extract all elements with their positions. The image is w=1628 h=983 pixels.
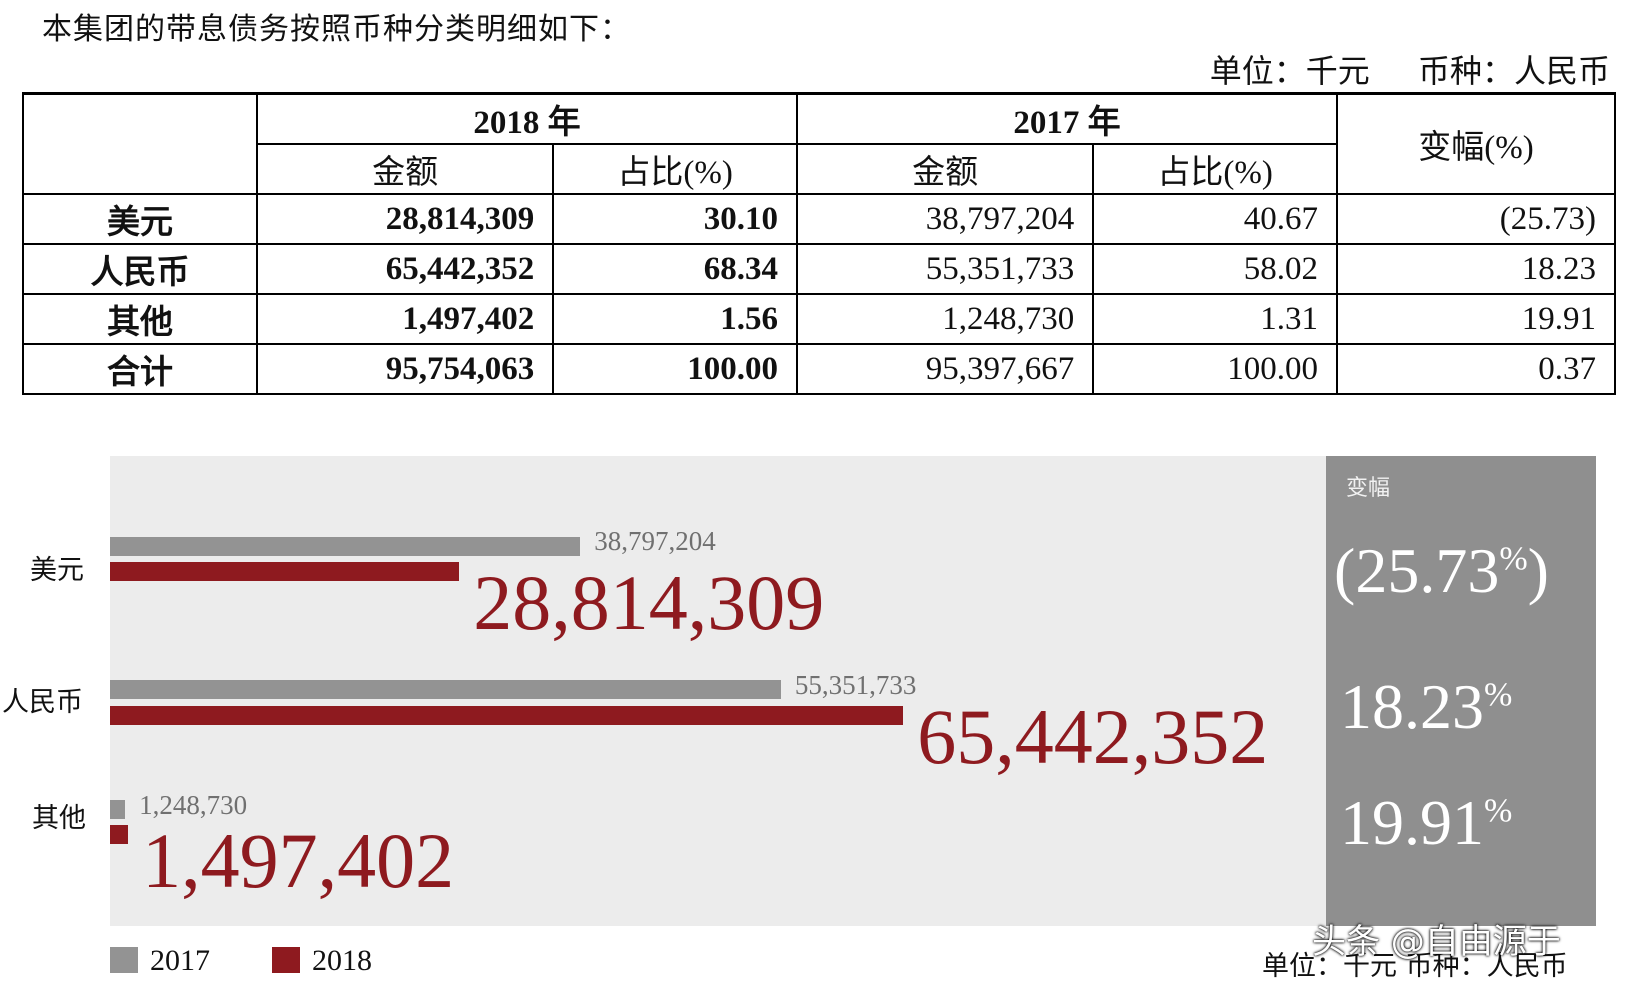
value-label-2018-usd: 28,814,309 [473, 559, 825, 646]
change-cell: 19.91 [1336, 293, 1616, 345]
header-change: 变幅(%) [1336, 92, 1616, 195]
row-label: 其他 [22, 293, 258, 345]
legend-swatch-2017 [110, 947, 138, 973]
table-row: 美元 28,814,309 30.10 38,797,204 40.67 (25… [22, 193, 1616, 245]
category-label-other: 其他 [32, 803, 86, 834]
header-2017: 2017 年 [795, 92, 1339, 145]
amount-2017-cell: 38,797,204 [795, 193, 1095, 245]
legend-swatch-2018 [272, 947, 300, 973]
change-value-rmb: 18.23% [1340, 671, 1513, 742]
header-ratio-2018: 占比(%) [552, 143, 798, 195]
row-label: 美元 [22, 193, 258, 245]
debt-table: 2018 年 2017 年 变幅(%) 金额 占比(%) 金额 占比(%) 美元… [22, 92, 1616, 395]
amount-2018-cell: 95,754,063 [255, 343, 555, 395]
table-row: 其他 1,497,402 1.56 1,248,730 1.31 19.91 [22, 293, 1616, 345]
table-row-total: 合计 95,754,063 100.00 95,397,667 100.00 0… [22, 343, 1616, 395]
value-label-2017-usd: 38,797,204 [594, 526, 716, 556]
value-label-2018-rmb: 65,442,352 [917, 693, 1269, 780]
header-amount-2017: 金额 [795, 143, 1095, 195]
value-label-2017-other: 1,248,730 [139, 790, 248, 820]
change-value-usd: (25.73%) [1334, 535, 1549, 606]
unit-text: 单位：千元 [1209, 52, 1370, 90]
ratio-2018-cell: 30.10 [552, 193, 798, 245]
intro-text: 本集团的带息债务按照币种分类明细如下： [42, 12, 631, 47]
ratio-2018-cell: 68.34 [552, 243, 798, 295]
currency-text: 币种：人民币 [1417, 52, 1610, 90]
ratio-2017-cell: 1.31 [1092, 293, 1338, 345]
legend-item-2018: 2018 [272, 944, 372, 978]
header-ratio-2017: 占比(%) [1092, 143, 1338, 195]
amount-2017-cell: 1,248,730 [795, 293, 1095, 345]
table-row: 人民币 65,442,352 68.34 55,351,733 58.02 18… [22, 243, 1616, 295]
unit-line: 单位：千元 币种：人民币 [1172, 46, 1610, 92]
ratio-2017-cell: 100.00 [1092, 343, 1338, 395]
change-value-other: 19.91% [1340, 787, 1513, 858]
corner-cell [22, 92, 258, 195]
change-cell: 0.37 [1336, 343, 1616, 395]
bar-2018-other [110, 825, 129, 844]
amount-2017-cell: 55,351,733 [795, 243, 1095, 295]
amount-2018-cell: 65,442,352 [255, 243, 555, 295]
legend-item-2017: 2017 [110, 944, 210, 978]
amount-2018-cell: 1,497,402 [255, 293, 555, 345]
footer-unit: 单位：千元 币种：人民币 [1262, 951, 1568, 982]
category-label-usd: 美元 [30, 555, 84, 586]
bar-2017-rmb [110, 680, 781, 699]
bar-2017-other [110, 800, 126, 819]
value-label-2017-rmb: 55,351,733 [794, 670, 917, 700]
amount-2017-cell: 95,397,667 [795, 343, 1095, 395]
value-label-2018-other: 1,497,402 [142, 817, 455, 904]
watermark: 头条 @自由源于 [1312, 922, 1561, 962]
row-label: 人民币 [22, 243, 258, 295]
bar-2018-usd [110, 562, 460, 581]
ratio-2017-cell: 40.67 [1092, 193, 1338, 245]
bar-2017-usd [110, 537, 581, 556]
amount-2018-cell: 28,814,309 [255, 193, 555, 245]
header-2018: 2018 年 [256, 92, 798, 145]
change-cell: (25.73) [1336, 193, 1616, 245]
header-amount-2018: 金额 [255, 143, 555, 195]
bar-2018-rmb [110, 706, 904, 725]
change-cell: 18.23 [1336, 243, 1616, 295]
change-panel: 变幅 [1326, 456, 1596, 926]
change-panel-title: 变幅 [1346, 476, 1391, 501]
ratio-2017-cell: 58.02 [1092, 243, 1338, 295]
row-label: 合计 [22, 343, 258, 395]
ratio-2018-cell: 100.00 [552, 343, 798, 395]
ratio-2018-cell: 1.56 [552, 293, 798, 345]
category-label-rmb: 人民币 [2, 687, 83, 718]
